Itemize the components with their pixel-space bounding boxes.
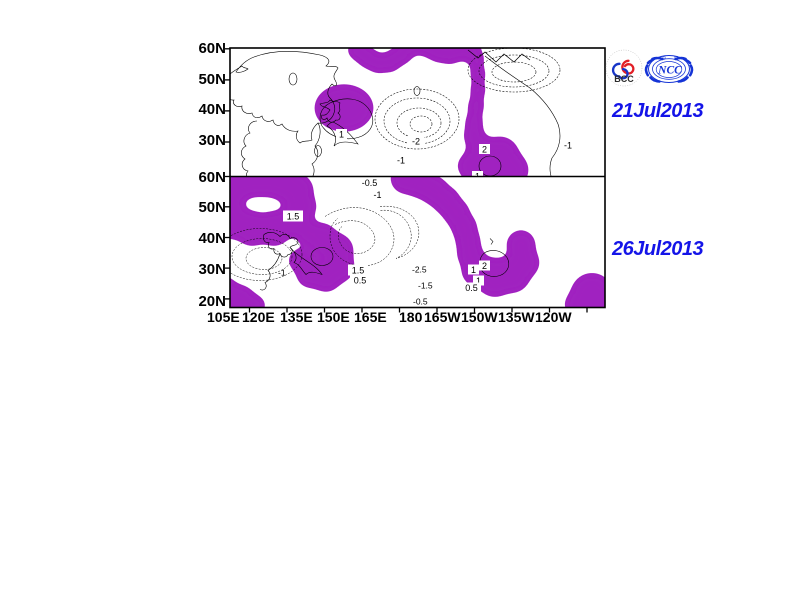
svg-text:2: 2 [482,145,487,155]
svg-text:中: 中 [662,55,666,62]
svg-text:-0.5: -0.5 [413,297,428,307]
svg-text:BCC: BCC [614,74,634,84]
svg-text:1.5: 1.5 [287,212,300,222]
svg-text:-1: -1 [397,156,405,166]
svg-text:NCC: NCC [657,65,682,77]
svg-text:-0.5: -0.5 [362,178,378,188]
svg-text:2: 2 [482,261,487,271]
svg-text:0.5: 0.5 [465,283,478,293]
svg-text:-1.5: -1.5 [418,281,433,291]
svg-text:1: 1 [339,130,344,140]
svg-text:-1: -1 [564,141,572,151]
svg-text:国: 国 [674,56,678,62]
svg-text:0.5: 0.5 [354,276,367,286]
svg-text:-1: -1 [373,190,381,200]
svg-text:1.5: 1.5 [352,266,365,276]
svg-text:-1: -1 [278,268,286,278]
svg-text:1: 1 [471,265,476,275]
svg-text:-2.5: -2.5 [412,265,427,275]
svg-text:-2: -2 [412,137,420,147]
